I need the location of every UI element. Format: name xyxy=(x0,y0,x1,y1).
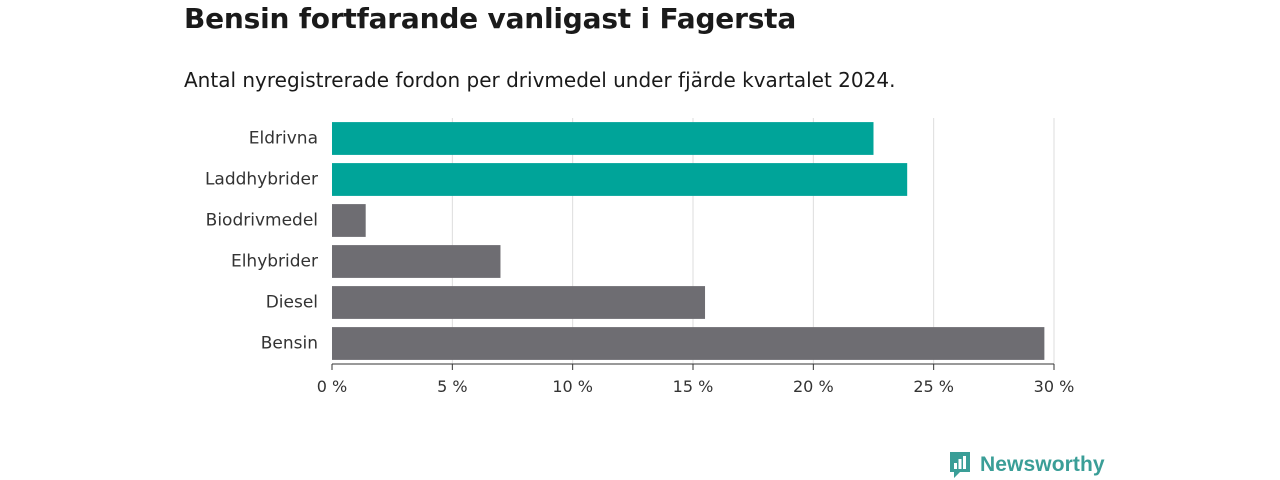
bars xyxy=(332,122,1045,360)
x-tick-label-5: 25 % xyxy=(913,377,954,396)
bar-elhybrider xyxy=(332,245,501,278)
chart-subtitle: Antal nyregistrerade fordon per drivmede… xyxy=(184,68,896,92)
x-tick-label-6: 30 % xyxy=(1034,377,1075,396)
bar-laddhybrider xyxy=(332,163,908,196)
bar-diesel xyxy=(332,286,706,319)
chart-title: Bensin fortfarande vanligast i Fagersta xyxy=(184,2,797,35)
x-tick-label-2: 10 % xyxy=(552,377,593,396)
x-tick-label-3: 15 % xyxy=(673,377,714,396)
brand-logo: Newsworthy xyxy=(948,450,1105,480)
bar-biodrivmedel xyxy=(332,204,366,237)
x-tick-label-1: 5 % xyxy=(437,377,467,396)
category-label-diesel: Diesel xyxy=(266,293,318,313)
category-labels: Eldrivna Laddhybrider Biodrivmedel Elhybrid… xyxy=(205,129,318,354)
brand-name: Newsworthy xyxy=(980,453,1105,476)
x-axis: 0 % 5 % 10 % 15 % 20 % 25 % 30 % xyxy=(317,363,1075,396)
category-label-biodrivmedel: Biodrivmedel xyxy=(206,211,318,231)
bar-bensin xyxy=(332,327,1045,360)
bar-eldrivna xyxy=(332,122,874,155)
category-label-elhybrider: Elhybrider xyxy=(231,252,318,272)
category-label-bensin: Bensin xyxy=(261,334,318,354)
category-label-laddhybrider: Laddhybrider xyxy=(205,170,318,190)
x-tick-label-4: 20 % xyxy=(793,377,834,396)
gridlines xyxy=(451,118,1055,364)
x-tick-label-0: 0 % xyxy=(317,377,347,396)
category-label-eldrivna: Eldrivna xyxy=(249,129,318,149)
newsworthy-logo-icon xyxy=(950,452,970,478)
